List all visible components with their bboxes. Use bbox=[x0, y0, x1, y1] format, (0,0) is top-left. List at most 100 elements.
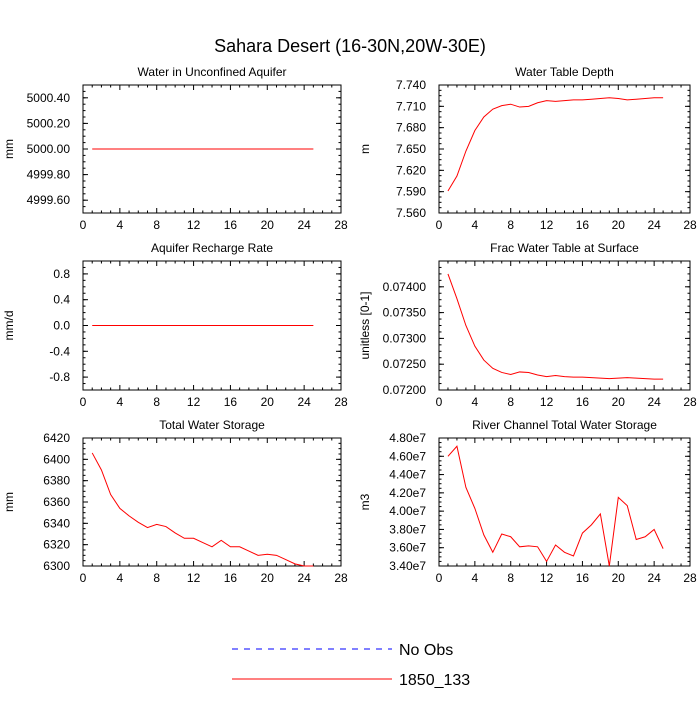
x-tick-label: 8 bbox=[153, 395, 160, 409]
y-tick-label: 6420 bbox=[43, 431, 70, 445]
y-tick-label: 0.07250 bbox=[383, 357, 427, 371]
chart-panel-1: Water in Unconfined Aquifer 0 4 8 12 16 20 24 28… bbox=[2, 65, 348, 232]
x-tick-label: 12 bbox=[540, 218, 554, 232]
y-tick-label: 4.00e7 bbox=[389, 504, 426, 518]
y-tick-label: 6360 bbox=[43, 495, 70, 509]
x-tick-label: 4 bbox=[117, 395, 124, 409]
x-tick-label: 24 bbox=[647, 571, 661, 585]
y-tick-label: 0.07350 bbox=[383, 306, 427, 320]
chart-panel-4: Frac Water Table at Surface 0 4 8 12 16 20 24 28… bbox=[358, 241, 697, 409]
y-tick-label: 6400 bbox=[43, 452, 70, 466]
x-tick-label: 0 bbox=[436, 395, 443, 409]
chart-title: Aquifer Recharge Rate bbox=[151, 241, 273, 255]
y-tick-label: 0.07400 bbox=[383, 280, 427, 294]
x-tick-label: 28 bbox=[683, 395, 697, 409]
x-tick-label: 24 bbox=[647, 218, 661, 232]
x-tick-label: 16 bbox=[224, 395, 238, 409]
y-axis-label: mm/d bbox=[2, 311, 16, 341]
y-axis-label: mm bbox=[2, 492, 16, 512]
x-tick-label: 4 bbox=[472, 571, 479, 585]
chart-panel-6: River Channel Total Water Storage 0 4 8 12 16… bbox=[358, 418, 697, 585]
y-tick-label: 7.710 bbox=[396, 99, 426, 113]
y-axis-label: mm bbox=[2, 139, 16, 159]
x-tick-label: 20 bbox=[261, 395, 275, 409]
x-tick-label: 16 bbox=[576, 395, 590, 409]
chart-panels: Water in Unconfined Aquifer 0 4 8 12 16 20 24 28… bbox=[2, 65, 697, 585]
chart-title: Total Water Storage bbox=[159, 418, 265, 432]
y-tick-label: 3.80e7 bbox=[389, 522, 426, 536]
x-tick-label: 24 bbox=[297, 218, 311, 232]
x-tick-label: 24 bbox=[647, 395, 661, 409]
x-tick-label: 24 bbox=[297, 571, 311, 585]
x-tick-label: 12 bbox=[187, 395, 201, 409]
x-tick-label: 0 bbox=[80, 395, 87, 409]
y-tick-label: 6340 bbox=[43, 516, 70, 530]
x-tick-label: 20 bbox=[612, 218, 626, 232]
x-tick-label: 8 bbox=[153, 571, 160, 585]
x-tick-label: 0 bbox=[80, 218, 87, 232]
y-axis-label: m3 bbox=[358, 493, 372, 510]
x-tick-label: 0 bbox=[436, 218, 443, 232]
chart-panel-2: Water Table Depth 0 4 8 12 16 20 24 28 7.560 7.590… bbox=[358, 65, 697, 232]
x-tick-label: 28 bbox=[334, 571, 348, 585]
x-tick-label: 0 bbox=[80, 571, 87, 585]
x-tick-label: 20 bbox=[612, 395, 626, 409]
x-tick-label: 4 bbox=[472, 218, 479, 232]
y-tick-label: 3.40e7 bbox=[389, 559, 426, 573]
x-tick-label: 28 bbox=[334, 218, 348, 232]
x-tick-label: 8 bbox=[507, 395, 514, 409]
y-tick-label: 4999.60 bbox=[27, 193, 71, 207]
x-tick-label: 4 bbox=[472, 395, 479, 409]
plot-frame bbox=[438, 260, 691, 391]
y-tick-label: 7.740 bbox=[396, 78, 426, 92]
x-tick-label: 8 bbox=[153, 218, 160, 232]
y-tick-label: -0.8 bbox=[49, 370, 70, 384]
x-tick-label: 16 bbox=[576, 571, 590, 585]
x-tick-label: 20 bbox=[612, 571, 626, 585]
x-tick-label: 20 bbox=[261, 218, 275, 232]
series-line-1850_133 bbox=[447, 97, 664, 192]
y-tick-label: -0.4 bbox=[49, 344, 70, 358]
x-tick-label: 12 bbox=[540, 395, 554, 409]
chart-title: Water in Unconfined Aquifer bbox=[138, 65, 287, 79]
y-tick-label: 4.40e7 bbox=[389, 468, 426, 482]
x-tick-label: 16 bbox=[576, 218, 590, 232]
y-axis-label: unitless [0-1] bbox=[358, 291, 372, 359]
plot-frame bbox=[438, 437, 691, 567]
series-line-1850_133 bbox=[447, 273, 664, 380]
legend: No Obs 1850_133 bbox=[232, 642, 470, 689]
y-tick-label: 4999.80 bbox=[27, 168, 71, 182]
chart-title: Water Table Depth bbox=[515, 65, 614, 79]
y-tick-label: 7.650 bbox=[396, 142, 426, 156]
x-tick-label: 16 bbox=[224, 218, 238, 232]
x-tick-label: 28 bbox=[683, 218, 697, 232]
chart-title: River Channel Total Water Storage bbox=[472, 418, 657, 432]
x-tick-label: 12 bbox=[187, 218, 201, 232]
y-tick-label: 0.4 bbox=[53, 293, 70, 307]
x-tick-label: 28 bbox=[683, 571, 697, 585]
y-axis-label: m bbox=[358, 144, 372, 154]
y-tick-label: 5000.20 bbox=[27, 116, 71, 130]
series-line-1850_133 bbox=[447, 445, 664, 567]
x-tick-label: 4 bbox=[117, 218, 124, 232]
figure-title: Sahara Desert (16-30N,20W-30E) bbox=[214, 36, 486, 56]
y-tick-label: 0.0 bbox=[53, 319, 70, 333]
legend-label-no-obs: No Obs bbox=[399, 642, 453, 659]
y-tick-label: 4.60e7 bbox=[389, 449, 426, 463]
x-tick-label: 0 bbox=[436, 571, 443, 585]
chart-panel-5: Total Water Storage 0 4 8 12 16 20 24 28 6300 6320… bbox=[2, 418, 348, 585]
y-tick-label: 4.80e7 bbox=[389, 431, 426, 445]
x-tick-label: 16 bbox=[224, 571, 238, 585]
y-tick-label: 0.07200 bbox=[383, 383, 427, 397]
y-tick-label: 6380 bbox=[43, 474, 70, 488]
x-tick-label: 12 bbox=[187, 571, 201, 585]
y-tick-label: 7.560 bbox=[396, 206, 426, 220]
x-tick-label: 24 bbox=[297, 395, 311, 409]
x-tick-label: 8 bbox=[507, 218, 514, 232]
chart-title: Frac Water Table at Surface bbox=[490, 241, 639, 255]
y-tick-label: 6320 bbox=[43, 538, 70, 552]
y-tick-label: 7.590 bbox=[396, 185, 426, 199]
y-tick-label: 5000.00 bbox=[27, 142, 71, 156]
x-tick-label: 8 bbox=[507, 571, 514, 585]
